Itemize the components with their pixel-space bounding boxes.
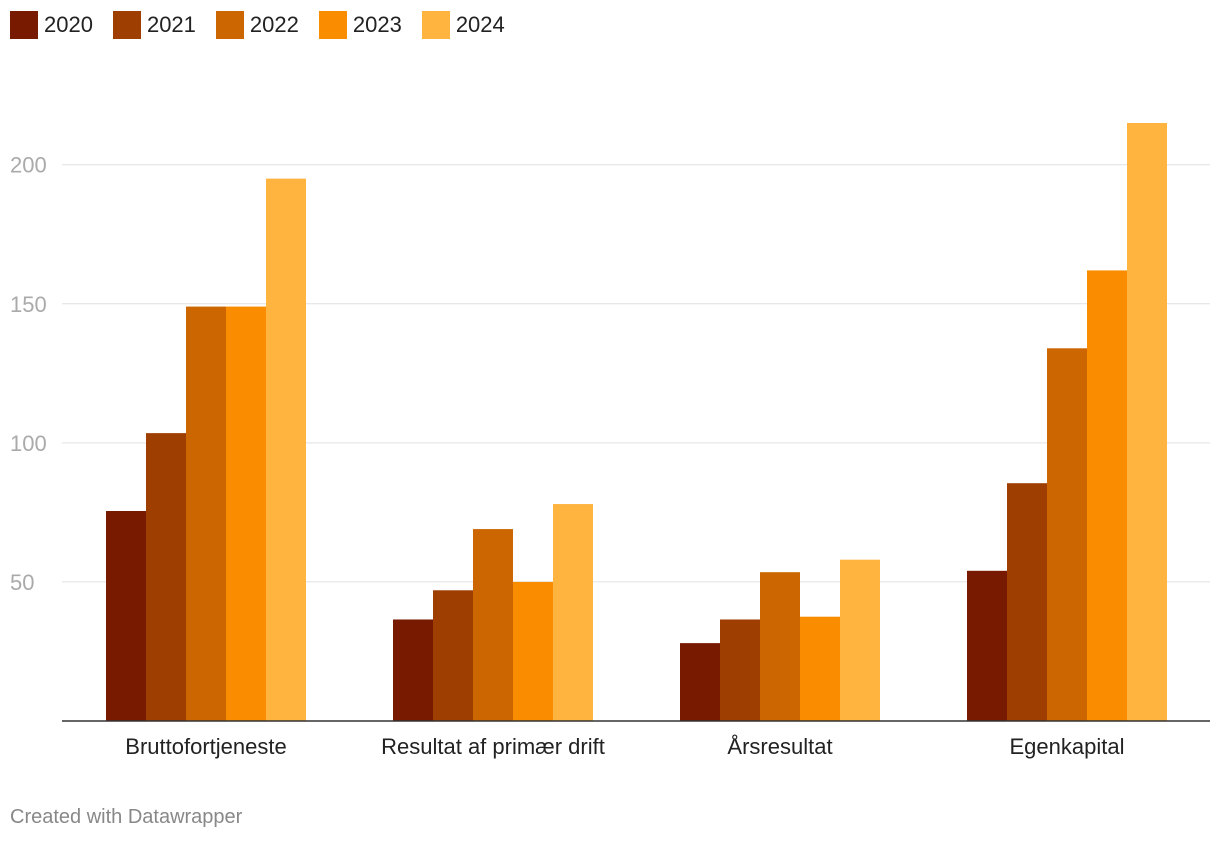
bar-resultat-af-primær-drift-2022 — [473, 529, 513, 721]
legend-swatch-2024 — [421, 11, 450, 39]
legend-item-2022: 2022 — [215, 11, 299, 39]
bar-egenkapital-2022 — [1047, 348, 1087, 721]
legend-label-2023: 2023 — [352, 12, 402, 37]
legend-swatch-2020 — [10, 11, 38, 39]
x-tick-label-1: Resultat af primær drift — [381, 734, 605, 759]
legend-swatch-2022 — [215, 11, 244, 39]
x-tick-label-0: Bruttofortjeneste — [125, 734, 286, 759]
y-tick-label-200: 200 — [10, 153, 47, 178]
bar-bruttofortjeneste-2020 — [106, 511, 146, 721]
legend-item-2024: 2024 — [421, 11, 505, 39]
bar-resultat-af-primær-drift-2021 — [433, 590, 473, 721]
chart-legend: 2020 2021 2022 2023 2024 — [10, 11, 505, 39]
bar-bruttofortjeneste-2021 — [146, 433, 186, 721]
bar-egenkapital-2023 — [1087, 270, 1127, 721]
bar-egenkapital-2024 — [1127, 123, 1167, 721]
bar-bruttofortjeneste-2024 — [266, 178, 306, 721]
bar-årsresultat-2020 — [680, 643, 720, 721]
legend-label-2024: 2024 — [455, 12, 505, 37]
bar-chart: 50 100 150 200 Bruttofortjeneste Resultat af … — [10, 123, 1210, 759]
bar-bruttofortjeneste-2022 — [186, 306, 226, 721]
legend-label-2021: 2021 — [146, 12, 196, 37]
bar-årsresultat-2023 — [800, 616, 840, 721]
credit-text: Created with Datawrapper — [10, 806, 243, 828]
bar-resultat-af-primær-drift-2024 — [553, 504, 593, 721]
y-tick-label-50: 50 — [10, 570, 34, 595]
legend-item-2021: 2021 — [112, 11, 196, 39]
bar-bruttofortjeneste-2023 — [226, 306, 266, 721]
x-tick-label-2: Årsresultat — [727, 734, 832, 759]
legend-swatch-2021 — [112, 11, 141, 39]
bar-egenkapital-2021 — [1007, 483, 1047, 721]
bar-årsresultat-2022 — [760, 572, 800, 721]
y-tick-label-100: 100 — [10, 431, 47, 456]
bar-resultat-af-primær-drift-2023 — [513, 581, 553, 721]
y-tick-label-150: 150 — [10, 292, 47, 317]
legend-swatch-2023 — [318, 11, 347, 39]
legend-label-2022: 2022 — [249, 12, 299, 37]
bar-årsresultat-2024 — [840, 559, 880, 721]
bar-årsresultat-2021 — [720, 619, 760, 721]
legend-label-2020: 2020 — [44, 12, 93, 37]
x-tick-label-3: Egenkapital — [1010, 734, 1125, 759]
legend-item-2020: 2020 — [10, 11, 93, 39]
bar-resultat-af-primær-drift-2020 — [393, 619, 433, 721]
bar-egenkapital-2020 — [967, 570, 1007, 721]
legend-item-2023: 2023 — [318, 11, 402, 39]
